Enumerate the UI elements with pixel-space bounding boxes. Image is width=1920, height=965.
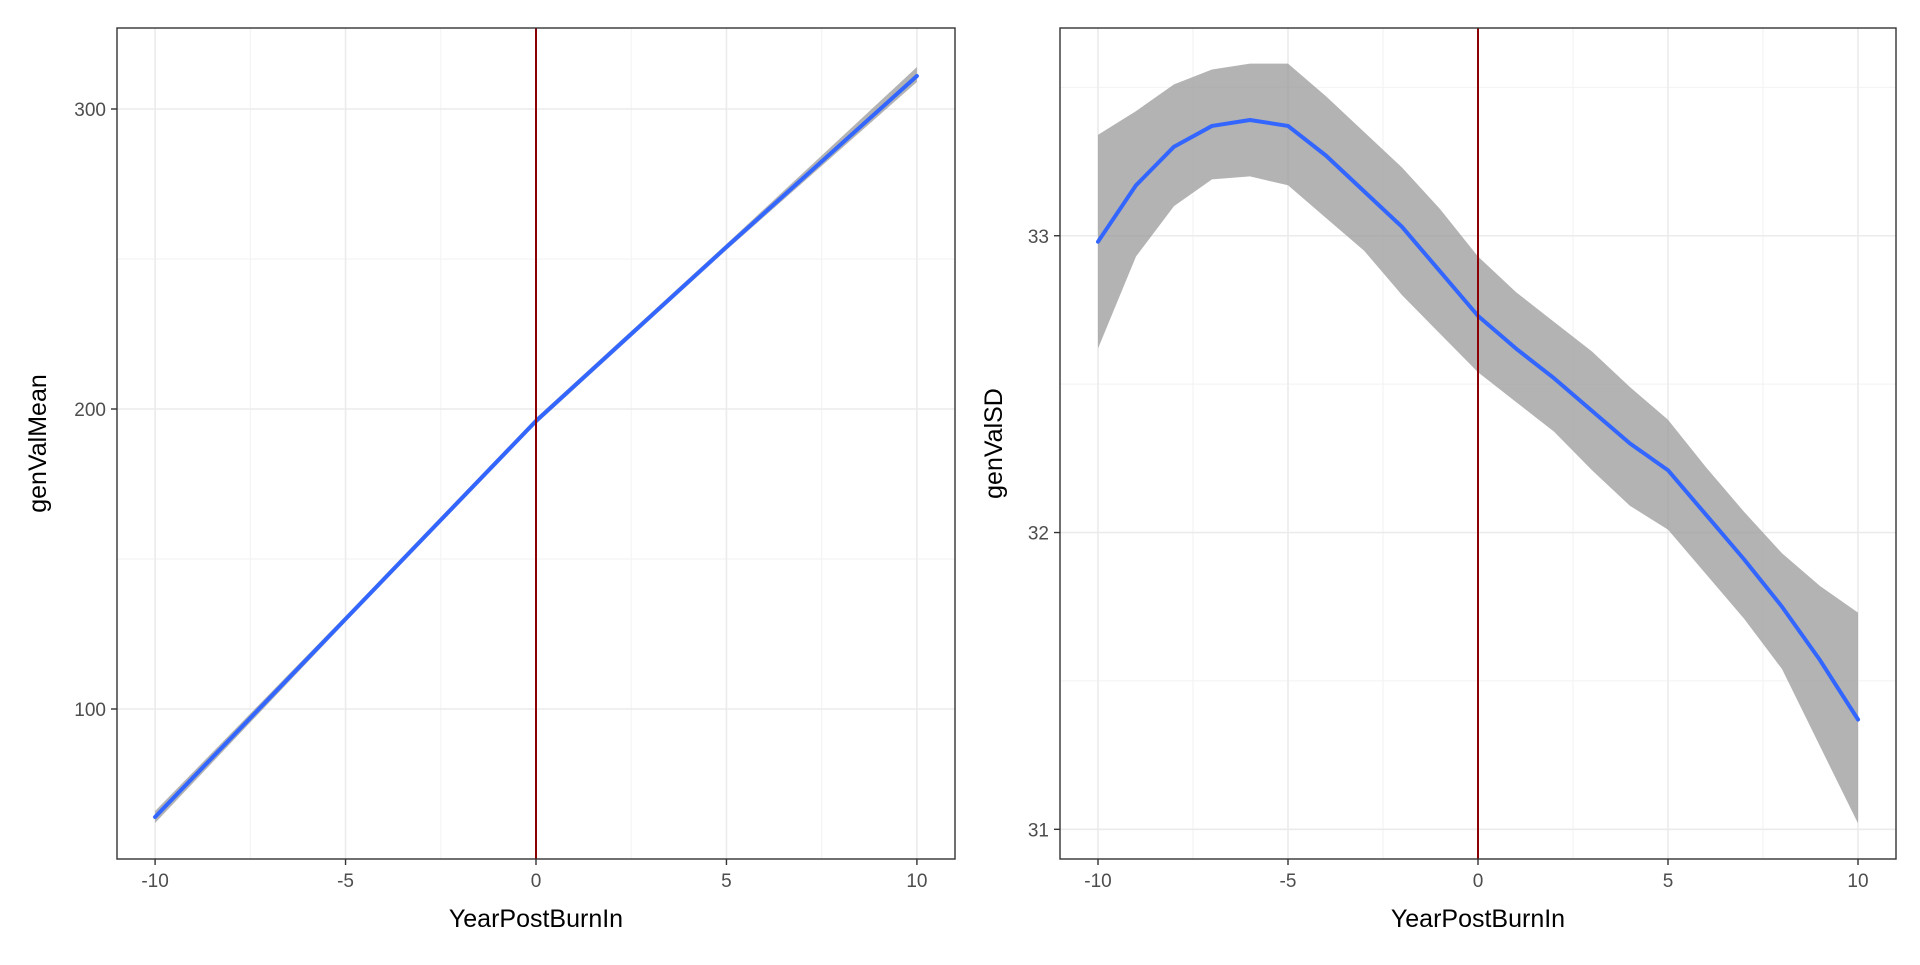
panel-2-confidence-band — [1098, 63, 1858, 824]
panel-1-x-tick-label: 10 — [906, 871, 927, 892]
panel-1-y-axis-title: genValMean — [24, 374, 52, 513]
panel-2-plot: -10 -5 0 5 10 31 32 33 YearPostBurnIn genValSD — [980, 27, 1897, 933]
panel-1-y-tick-label: 200 — [74, 400, 106, 421]
panel-2-y-tick-label: 31 — [1028, 820, 1049, 841]
panel-2-y-tick-label: 33 — [1028, 227, 1049, 248]
panel-1-x-tick-label: -10 — [141, 871, 168, 892]
panel-2-y-tick-label: 32 — [1028, 524, 1049, 545]
panel-2-x-tick-label: 10 — [1847, 871, 1868, 892]
panel-1-y-tick-label: 100 — [74, 700, 106, 721]
panel-2-x-tick-label: -5 — [1280, 871, 1297, 892]
panel-2-y-axis-title: genValSD — [980, 388, 1008, 499]
panel-1-x-axis-title: YearPostBurnIn — [449, 905, 623, 933]
panel-1-x-tick-label: -5 — [337, 871, 354, 892]
panel-2-x-tick-label: 5 — [1663, 871, 1674, 892]
panel-2-x-tick-label: 0 — [1473, 871, 1484, 892]
panel-2-x-tick-label: -10 — [1084, 871, 1111, 892]
panel-1-x-tick-label: 5 — [721, 871, 732, 892]
panel-2-x-axis-title: YearPostBurnIn — [1391, 905, 1565, 933]
panel-1-y-tick-label: 300 — [74, 100, 106, 121]
panel-1-plot: -10 -5 0 5 10 100 200 300 YearPostBurnIn genValMe… — [24, 27, 956, 933]
panel-1-x-tick-label: 0 — [531, 871, 542, 892]
